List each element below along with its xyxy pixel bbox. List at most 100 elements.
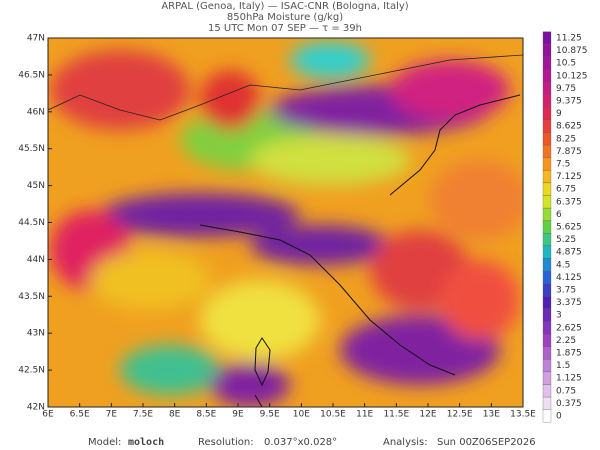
colorbar-swatch bbox=[542, 270, 552, 284]
colorbar-swatch bbox=[542, 220, 552, 234]
colorbar-label: 6.375 bbox=[556, 197, 582, 207]
footer-value: moloch bbox=[128, 437, 164, 448]
y-tick-label: 43N bbox=[27, 329, 45, 339]
colorbar-label: 0.375 bbox=[556, 399, 582, 409]
y-tick-label: 42N bbox=[27, 403, 45, 413]
x-tick-label: 9.5E bbox=[260, 410, 280, 420]
x-tick-label: 11.5E bbox=[383, 410, 409, 420]
colorbar-label: 3.375 bbox=[556, 298, 582, 308]
colorbar-label: 8.625 bbox=[556, 122, 582, 132]
x-tick-label: 8E bbox=[169, 410, 181, 420]
moisture-field bbox=[48, 38, 523, 407]
colorbar-swatch bbox=[542, 346, 552, 360]
colorbar-swatch bbox=[542, 31, 552, 45]
header-line: 850hPa Moisture (g/kg) bbox=[227, 12, 343, 23]
y-tick-label: 45.5N bbox=[18, 144, 45, 154]
colorbar-swatch bbox=[542, 132, 552, 146]
x-tick-label: 7.5E bbox=[133, 410, 153, 420]
colorbar-label: 9 bbox=[556, 109, 562, 119]
colorbar-swatch bbox=[542, 182, 552, 196]
colorbar-label: 9.375 bbox=[556, 97, 582, 107]
x-tick-label: 10E bbox=[293, 410, 310, 420]
colorbar-swatch bbox=[542, 81, 552, 95]
colorbar-label: 4.125 bbox=[556, 273, 582, 283]
colorbar-label: 10.125 bbox=[556, 71, 588, 81]
x-tick-label: 7E bbox=[106, 410, 118, 420]
colorbar-swatch bbox=[542, 119, 552, 133]
colorbar-swatch bbox=[542, 396, 552, 410]
colorbar-swatch bbox=[542, 44, 552, 58]
colorbar-swatch bbox=[542, 283, 552, 297]
x-tick-label: 10.5E bbox=[320, 410, 346, 420]
colorbar-swatch bbox=[542, 195, 552, 209]
colorbar-label: 7.5 bbox=[556, 160, 570, 170]
colorbar-swatch bbox=[542, 258, 552, 272]
footer-label: Analysis: bbox=[383, 437, 428, 448]
colorbar-label: 2.25 bbox=[556, 336, 576, 346]
colorbar-swatch bbox=[542, 94, 552, 108]
colorbar-label: 4.5 bbox=[556, 260, 570, 270]
colorbar-swatch bbox=[542, 308, 552, 322]
colorbar-label: 6 bbox=[556, 210, 562, 220]
colorbar-label: 0.75 bbox=[556, 386, 576, 396]
header-line: ARPAL (Genoa, Italy) — ISAC-CNR (Bologna… bbox=[161, 1, 408, 12]
colorbar-label: 2.625 bbox=[556, 323, 582, 333]
colorbar-label: 5.625 bbox=[556, 223, 582, 233]
colorbar-label: 10.875 bbox=[556, 46, 588, 56]
colorbar-label: 7.125 bbox=[556, 172, 582, 182]
colorbar-label: 3.75 bbox=[556, 286, 576, 296]
colorbar-swatch bbox=[542, 333, 552, 347]
footer-value: Sun 00Z06SEP2026 bbox=[437, 437, 536, 448]
colorbar-swatch bbox=[542, 157, 552, 171]
colorbar-swatch bbox=[542, 359, 552, 373]
footer-value: 0.037°x0.028° bbox=[264, 437, 337, 448]
y-tick-label: 47N bbox=[27, 34, 45, 44]
x-tick-label: 12.5E bbox=[447, 410, 473, 420]
y-tick-label: 42.5N bbox=[18, 366, 45, 376]
y-tick-label: 45N bbox=[27, 181, 45, 191]
header-line: 15 UTC Mon 07 SEP — τ = 39h bbox=[208, 23, 362, 34]
x-tick-label: 11E bbox=[356, 410, 373, 420]
colorbar-swatch bbox=[542, 384, 552, 398]
y-tick-label: 44.5N bbox=[18, 218, 45, 228]
colorbar-label: 1.875 bbox=[556, 349, 582, 359]
colorbar-swatch bbox=[542, 371, 552, 385]
colorbar-label: 6.75 bbox=[556, 185, 576, 195]
colorbar-swatch bbox=[542, 107, 552, 121]
colorbar-swatch bbox=[542, 207, 552, 221]
colorbar-swatch bbox=[542, 321, 552, 335]
colorbar-label: 1.5 bbox=[556, 361, 570, 371]
colorbar-label: 3 bbox=[556, 311, 562, 321]
colorbar-label: 5.25 bbox=[556, 235, 576, 245]
y-tick-label: 46.5N bbox=[18, 70, 45, 80]
colorbar-label: 0 bbox=[556, 412, 562, 422]
colorbar-swatch bbox=[542, 233, 552, 247]
colorbar-swatch bbox=[542, 144, 552, 158]
colorbar-swatch bbox=[542, 170, 552, 184]
colorbar-swatch bbox=[542, 69, 552, 83]
x-tick-label: 13E bbox=[483, 410, 500, 420]
x-tick-label: 12E bbox=[419, 410, 436, 420]
colorbar-label: 9.75 bbox=[556, 84, 576, 94]
y-tick-label: 43.5N bbox=[18, 292, 45, 302]
colorbar-swatch bbox=[542, 245, 552, 259]
x-tick-label: 6E bbox=[42, 410, 54, 420]
x-tick-label: 6.5E bbox=[70, 410, 90, 420]
colorbar-label: 4.875 bbox=[556, 248, 582, 258]
colorbar-label: 10.5 bbox=[556, 59, 576, 69]
colorbar-swatch bbox=[542, 56, 552, 70]
x-tick-label: 9E bbox=[232, 410, 244, 420]
colorbar-label: 11.25 bbox=[556, 34, 582, 44]
colorbar-label: 8.25 bbox=[556, 134, 576, 144]
colorbar-label: 1.125 bbox=[556, 374, 582, 384]
colorbar-swatch bbox=[542, 409, 552, 423]
colorbar-label: 7.875 bbox=[556, 147, 582, 157]
x-tick-label: 13.5E bbox=[510, 410, 536, 420]
colorbar-swatch bbox=[542, 296, 552, 310]
y-tick-label: 46N bbox=[27, 107, 45, 117]
footer-label: Resolution: bbox=[198, 437, 254, 448]
x-tick-label: 8.5E bbox=[196, 410, 216, 420]
y-tick-label: 44N bbox=[27, 255, 45, 265]
footer-label: Model: bbox=[88, 437, 121, 448]
